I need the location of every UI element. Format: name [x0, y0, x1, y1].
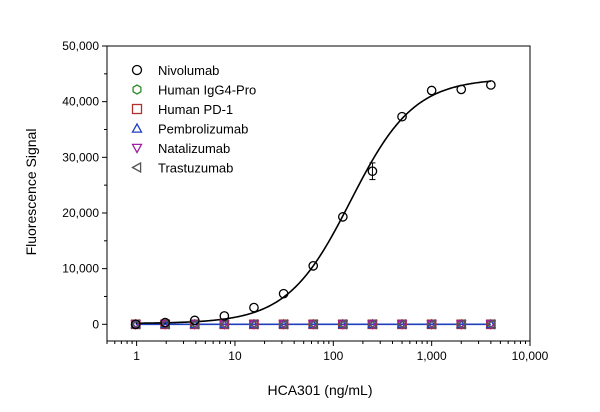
data-point	[367, 320, 378, 330]
data-point	[486, 80, 496, 90]
legend-label: Natalizumab	[158, 141, 230, 156]
x-tick-label: 1	[133, 349, 140, 363]
x-tick-label: 1,000	[417, 349, 447, 363]
data-point	[397, 111, 407, 122]
data-point	[455, 320, 467, 330]
data-point	[219, 311, 230, 321]
y-tick-label: 20,000	[62, 206, 99, 220]
data-points	[130, 80, 497, 330]
y-tick-label: 30,000	[62, 150, 99, 164]
legend-marker	[132, 84, 142, 95]
y-axis-label: Fluorescence Signal	[23, 129, 39, 256]
data-point	[485, 320, 497, 330]
data-point	[485, 318, 495, 330]
data-point	[456, 84, 467, 95]
data-point	[189, 318, 199, 330]
data-point	[308, 261, 319, 271]
data-point	[307, 318, 318, 330]
x-tick-label: 10	[228, 349, 242, 363]
y-tick-label: 50,000	[62, 39, 99, 53]
data-point	[455, 318, 466, 330]
x-tick-label: 10,000	[512, 349, 549, 363]
legend-label: Nivolumab	[158, 63, 219, 78]
data-point	[248, 318, 258, 330]
data-point	[160, 317, 170, 328]
data-point	[130, 318, 140, 330]
data-point	[367, 166, 378, 177]
y-tick-label: 10,000	[62, 262, 99, 276]
data-point	[130, 320, 142, 330]
legend: Nivolumab Human IgG4-Pro Human PD-1 Pembrol…	[131, 63, 256, 176]
data-point	[426, 318, 436, 330]
data-point	[426, 320, 437, 330]
legend-label: Human PD-1	[158, 102, 233, 117]
legend-marker	[131, 103, 143, 115]
data-point	[159, 320, 171, 330]
data-point	[278, 288, 289, 299]
data-point	[130, 319, 141, 330]
data-point	[189, 315, 200, 326]
data-point	[218, 318, 229, 330]
x-axis-label: HCA301 (ng/mL)	[267, 382, 372, 398]
y-tick-label: 0	[92, 317, 99, 331]
legend-marker	[131, 64, 143, 76]
y-tick-label: 40,000	[62, 95, 99, 109]
data-point	[219, 320, 230, 330]
legend-label: Trastuzumab	[158, 161, 233, 176]
data-point	[337, 318, 347, 330]
x-tick-label: 100	[323, 349, 343, 363]
data-point	[396, 320, 408, 330]
data-point	[307, 320, 319, 330]
data-point	[278, 320, 289, 330]
data-point	[249, 302, 259, 313]
legend-label: Pembrolizumab	[158, 122, 248, 137]
data-point	[337, 320, 349, 330]
data-point	[337, 212, 348, 222]
legend-marker	[131, 143, 143, 154]
legend-marker	[131, 161, 142, 174]
data-point	[278, 318, 288, 330]
data-point	[426, 85, 437, 96]
data-point	[366, 318, 377, 330]
fit-curve	[135, 80, 491, 324]
legend-label: Human IgG4-Pro	[158, 83, 256, 98]
data-point	[248, 320, 260, 330]
fit-curves	[135, 80, 491, 326]
legend-marker	[131, 122, 143, 133]
data-point	[396, 318, 407, 330]
axes: 0 10,000 20,000 30,000 40,000 50,000 1 10 100 1,0…	[62, 39, 548, 363]
